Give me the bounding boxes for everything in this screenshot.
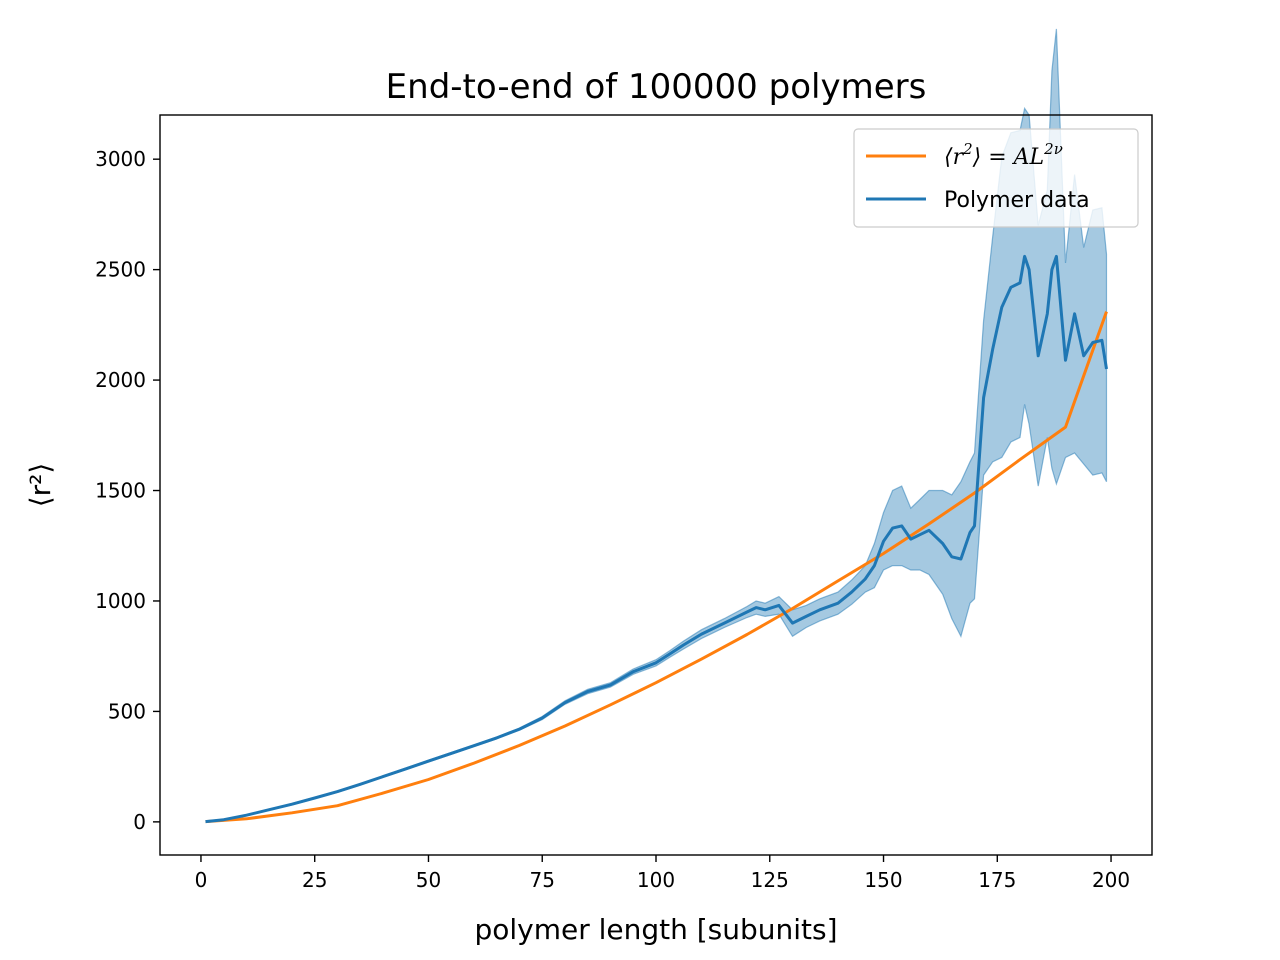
y-tick-label: 0	[133, 810, 146, 834]
x-tick-label: 25	[302, 868, 327, 892]
y-axis: 0 500 1000 1500 2000 2500 3000	[95, 147, 160, 834]
chart-title: End-to-end of 100000 polymers	[386, 67, 927, 107]
x-tick-label: 200	[1092, 868, 1130, 892]
polymer-data-line	[205, 254, 1108, 824]
x-tick-label: 50	[416, 868, 441, 892]
y-tick-label: 1500	[95, 479, 146, 503]
y-axis-label: ⟨r²⟩	[24, 463, 57, 508]
x-tick-label: 125	[751, 868, 789, 892]
y-tick-label: 3000	[95, 147, 146, 171]
legend-box	[853, 128, 1139, 228]
legend-fit-label: ⟨r2⟩ = AL2ν	[944, 140, 1063, 170]
x-axis-label: polymer length [subunits]	[474, 913, 837, 946]
y-tick-label: 500	[108, 699, 146, 723]
x-tick-label: 100	[637, 868, 675, 892]
x-tick-label: 75	[530, 868, 555, 892]
legend: ⟨r2⟩ = AL2ν Polymer data	[853, 128, 1139, 228]
y-tick-label: 2000	[95, 368, 146, 392]
legend-data-label: Polymer data	[944, 188, 1090, 213]
x-tick-label: 150	[864, 868, 902, 892]
x-tick-label: 0	[195, 868, 208, 892]
fit-line	[205, 311, 1108, 824]
x-tick-label: 175	[978, 868, 1016, 892]
y-tick-label: 2500	[95, 258, 146, 282]
x-axis: 0 25 50 75 100 125 150 175 200	[195, 855, 1130, 892]
y-tick-label: 1000	[95, 589, 146, 613]
plot-area	[205, 28, 1108, 824]
